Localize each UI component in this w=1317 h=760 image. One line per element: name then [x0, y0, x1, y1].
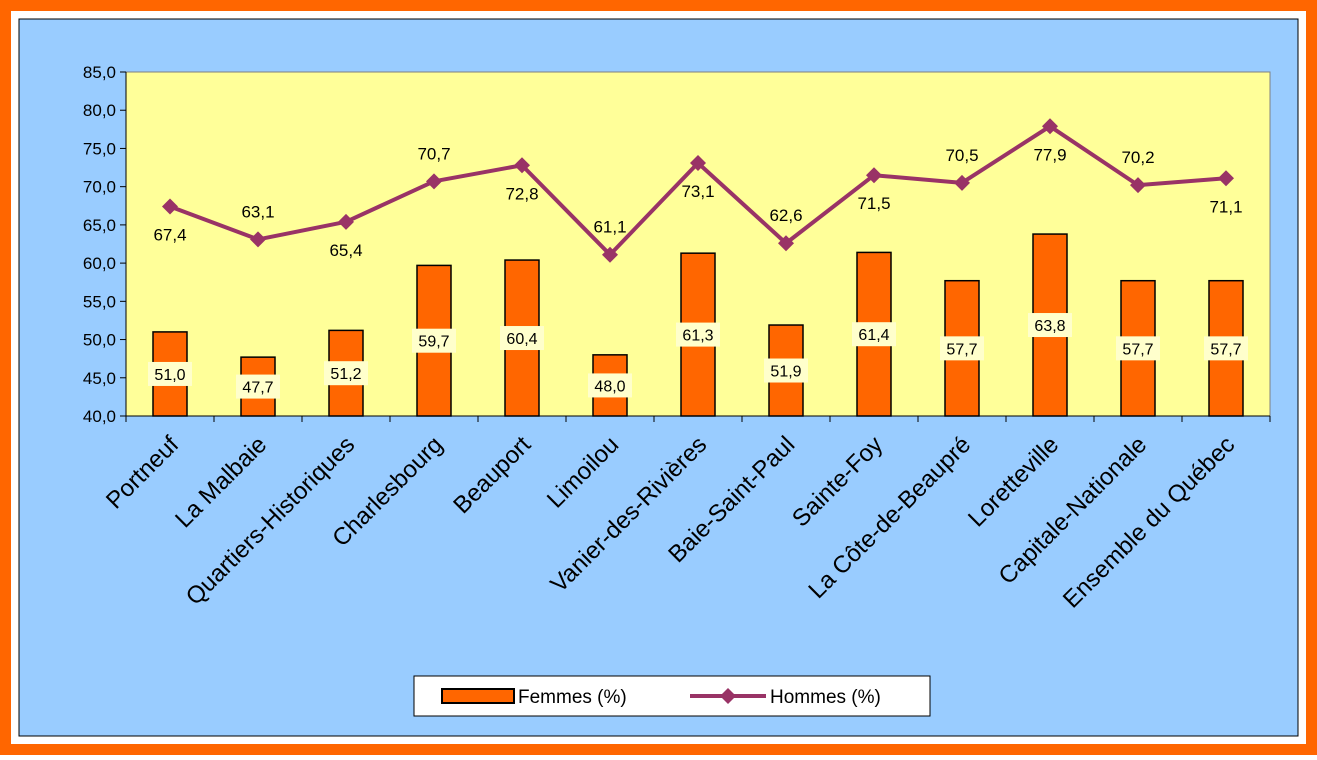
bar-label-box — [236, 374, 280, 399]
y-tick-label: 65,0 — [83, 216, 116, 235]
y-tick-label: 40,0 — [83, 407, 116, 426]
line-data-label: 70,7 — [417, 144, 450, 163]
marker-hommes — [1130, 177, 1146, 194]
y-tick-label: 80,0 — [83, 101, 116, 120]
line-data-label: 71,5 — [857, 194, 890, 213]
bar-label-box — [588, 373, 632, 398]
y-tick-label: 70,0 — [83, 178, 116, 197]
bar-data-label: 51,9 — [770, 364, 801, 381]
line-data-label: 71,1 — [1209, 197, 1242, 216]
bar-data-label: 60,4 — [506, 331, 537, 348]
legend-label-hommes: Hommes (%) — [770, 687, 881, 708]
marker-hommes — [690, 154, 706, 171]
line-data-label: 77,9 — [1033, 145, 1066, 164]
bar-data-label: 59,7 — [418, 334, 449, 351]
marker-hommes — [954, 174, 970, 191]
bar-label-box — [324, 361, 368, 386]
bar-label-box — [1028, 313, 1072, 338]
marker-hommes — [250, 231, 266, 248]
bar-label-box — [1204, 336, 1248, 361]
bar-data-label: 51,0 — [154, 367, 185, 384]
bar-data-label: 57,7 — [946, 341, 977, 358]
legend-label-femmes: Femmes (%) — [518, 687, 627, 708]
marker-hommes — [1218, 170, 1234, 187]
y-tick-label: 50,0 — [83, 331, 116, 350]
line-data-label: 65,4 — [329, 241, 362, 260]
bar-label-box — [148, 361, 192, 386]
line-data-label: 63,1 — [241, 202, 274, 221]
marker-hommes — [426, 173, 442, 190]
bar-data-label: 57,7 — [1122, 341, 1153, 358]
legend-marker-hommes — [720, 688, 736, 704]
bar-label-box — [1116, 336, 1160, 361]
marker-hommes — [338, 213, 354, 230]
line-data-label: 61,1 — [593, 218, 626, 237]
marker-hommes — [866, 167, 882, 184]
y-tick-label: 55,0 — [83, 292, 116, 311]
bar-data-label: 61,3 — [682, 328, 713, 345]
y-tick-label: 85,0 — [83, 63, 116, 82]
bar-data-label: 47,7 — [242, 380, 273, 397]
bar-label-box — [764, 358, 808, 383]
bar-label-box — [412, 328, 456, 353]
line-data-label: 73,1 — [681, 182, 714, 201]
bar-data-label: 57,7 — [1210, 341, 1241, 358]
y-tick-label: 75,0 — [83, 139, 116, 158]
line-data-label: 72,8 — [505, 184, 538, 203]
line-data-label: 70,5 — [945, 146, 978, 165]
bar-data-label: 51,2 — [330, 366, 361, 383]
bar-data-label: 63,8 — [1034, 318, 1065, 335]
marker-hommes — [162, 198, 178, 215]
bar-data-label: 61,4 — [858, 327, 889, 344]
bar-label-box — [676, 322, 720, 347]
marker-hommes — [514, 157, 530, 174]
marker-hommes — [602, 246, 618, 263]
bar-label-box — [852, 322, 896, 347]
line-data-label: 70,2 — [1121, 148, 1154, 167]
bar-label-box — [940, 336, 984, 361]
marker-hommes — [778, 235, 794, 252]
line-data-label: 67,4 — [153, 226, 186, 245]
y-tick-label: 60,0 — [83, 254, 116, 273]
legend-swatch-femmes — [441, 688, 515, 704]
bar-label-box — [500, 326, 544, 351]
marker-hommes — [1042, 118, 1058, 135]
line-data-label: 62,6 — [769, 206, 802, 225]
bar-data-label: 48,0 — [594, 378, 625, 395]
y-tick-label: 45,0 — [83, 369, 116, 388]
